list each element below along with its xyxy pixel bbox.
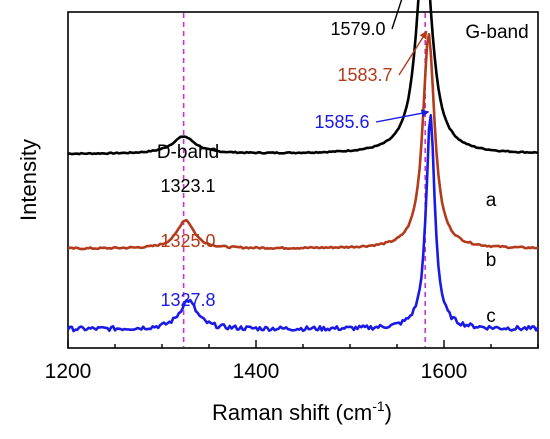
x-axis-label-close: ) <box>385 400 392 425</box>
y-axis-label: Intensity <box>16 139 41 221</box>
plot-frame <box>67 11 539 349</box>
x-tick-label: 1200 <box>45 360 92 383</box>
x-axis-label: Raman shift (cm-1) <box>212 398 392 425</box>
band-label-g: G-band <box>465 22 528 43</box>
series-a-g-peak-label: 1579.0 <box>330 19 385 39</box>
peak-annotations: 1323.1 1579.0 a 1325.0 1583.7 b 1327.8 1585.6 c <box>160 0 497 327</box>
x-axis-label-main: Raman shift (cm <box>212 400 372 425</box>
series-b-d-peak-label: 1325.0 <box>160 231 215 251</box>
series-c-line <box>66 114 540 333</box>
series-a-g-peak-arrow <box>391 0 403 30</box>
series-layer <box>66 0 540 333</box>
series-b-g-peak-arrow <box>398 30 428 76</box>
x-axis-label-sup: -1 <box>372 398 385 414</box>
x-tick-label: 1600 <box>421 360 468 383</box>
series-a-name-label: a <box>486 190 497 211</box>
series-b-line <box>67 33 539 251</box>
reference-lines <box>182 13 427 347</box>
x-tick-label: 1400 <box>233 360 280 383</box>
series-a-d-peak-label: 1323.1 <box>160 176 215 196</box>
series-b-name-label: b <box>486 250 497 271</box>
series-c-name-label: c <box>486 306 496 327</box>
series-b-g-peak-label: 1583.7 <box>337 65 392 85</box>
band-label-d: D-band <box>157 142 219 163</box>
series-c-d-peak-label: 1327.8 <box>160 290 215 310</box>
series-c-g-peak-label: 1585.6 <box>314 112 369 132</box>
series-c-g-peak-arrow <box>375 109 430 123</box>
x-axis-ticks: 1200 1400 1600 <box>45 340 539 383</box>
series-a-line <box>67 0 539 156</box>
